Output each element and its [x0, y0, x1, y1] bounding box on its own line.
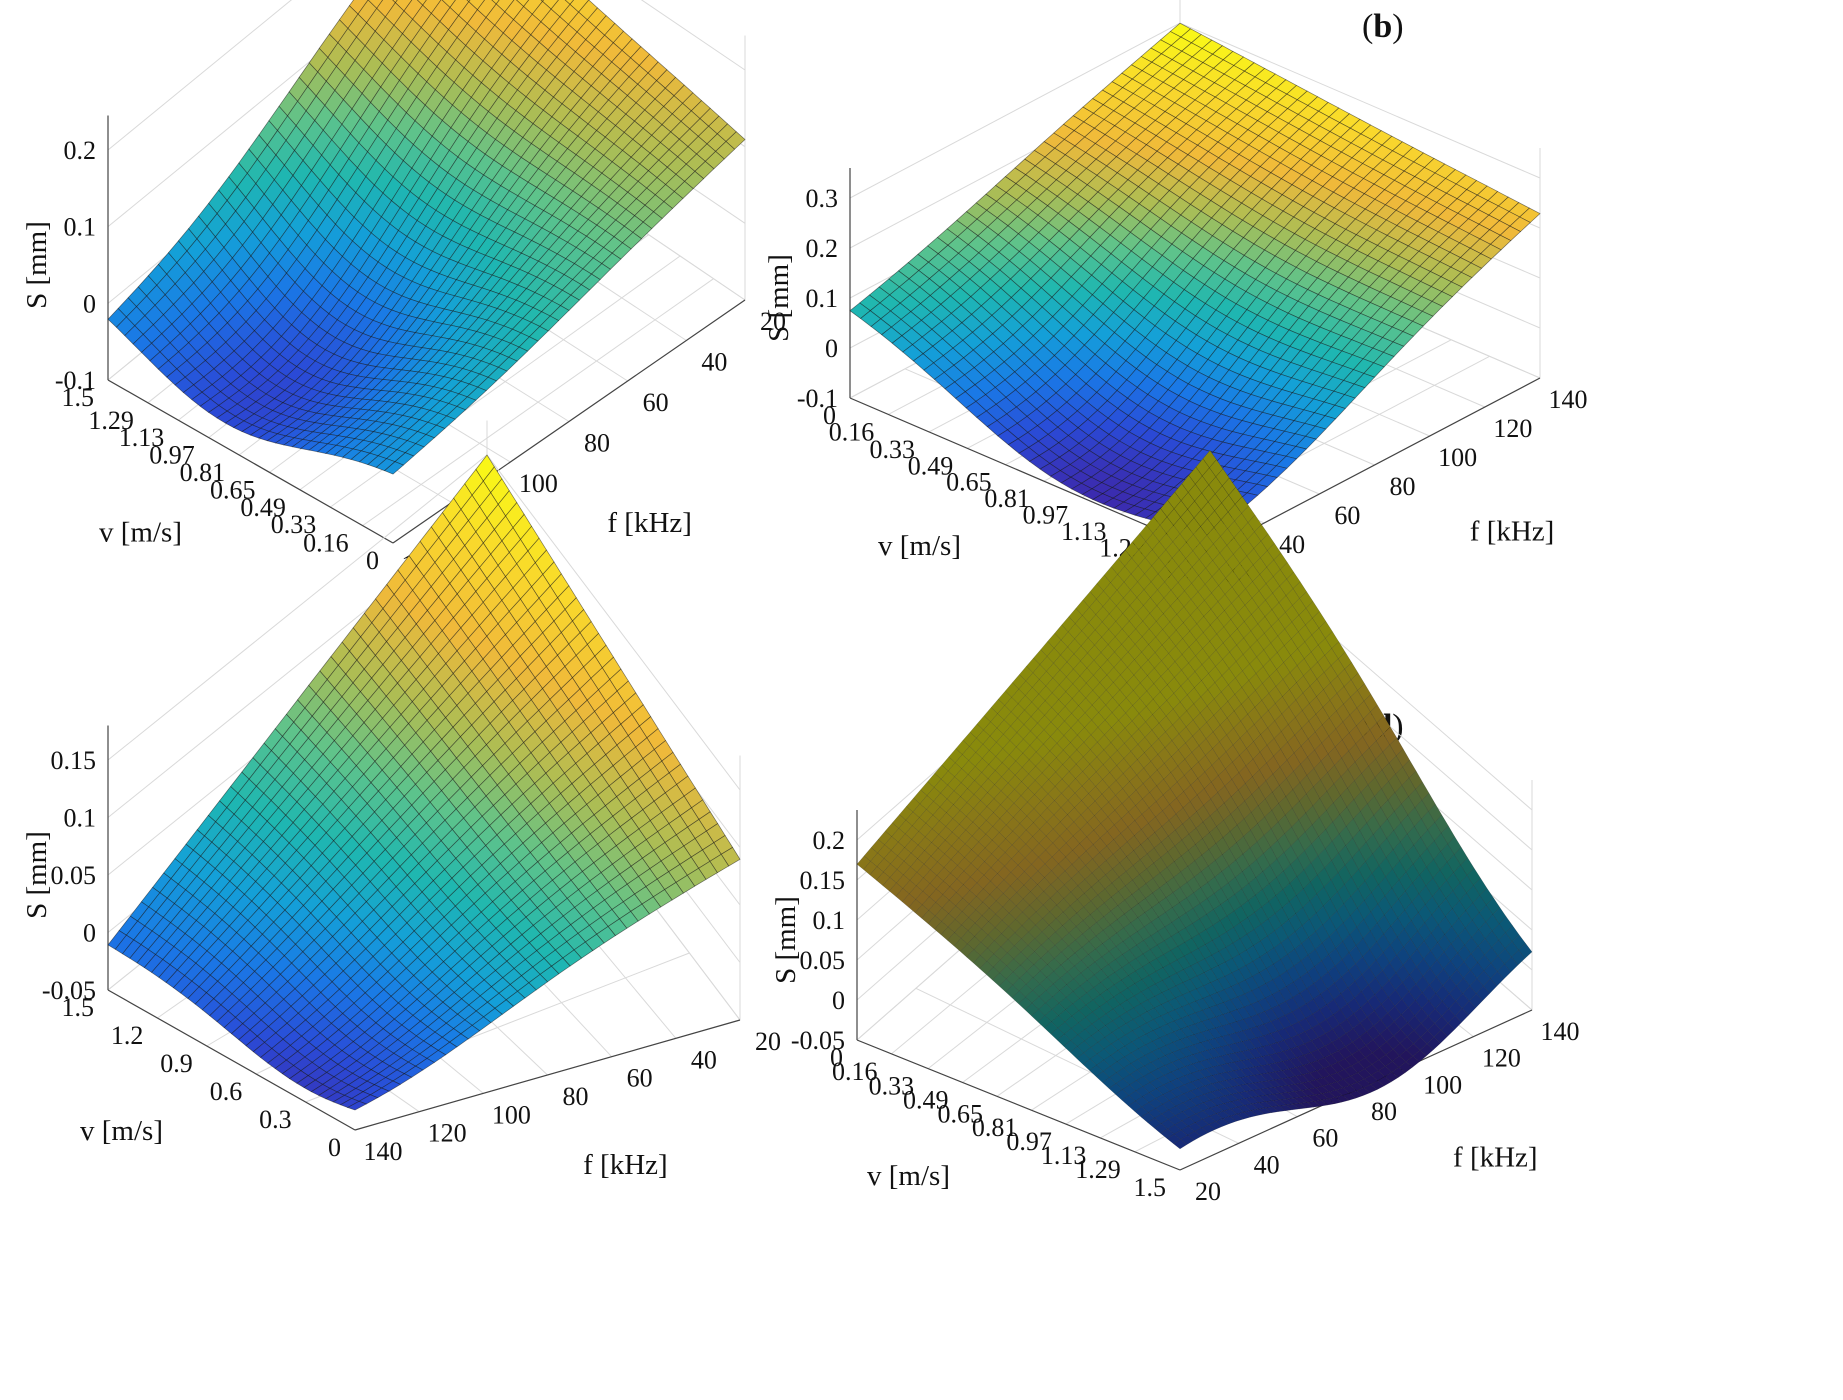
v-axis-label: v [m/s] [878, 530, 961, 562]
axis-line [354, 1019, 741, 1131]
z-tick-label: -0.1 [55, 366, 96, 395]
f-axis-label: f [kHz] [607, 507, 692, 539]
f-tick-label: 100 [519, 469, 558, 498]
surface [107, 0, 746, 475]
z-tick-label: 0.2 [806, 234, 839, 263]
z-tick-label: 0.05 [51, 861, 97, 890]
gridline [107, 0, 746, 151]
f-tick-label: 40 [701, 348, 727, 377]
z-axis-label: S [mm] [763, 254, 795, 342]
surface-plot-a: -0.100.10.22040608010012014000.160.330.4… [21, 0, 786, 579]
z-axis-label: S [mm] [21, 221, 53, 309]
surface-plot-b: -0.100.10.20.32040608010012014000.160.33… [763, 0, 1588, 588]
f-tick-label: 60 [643, 388, 669, 417]
axis-labels: S [mm] f [kHz] v [m/s] [763, 254, 1554, 562]
v-tick-label: 1.29 [88, 406, 134, 435]
v-tick-label: 0.81 [180, 458, 226, 487]
z-tick-label: 0.15 [51, 746, 97, 775]
f-tick-label: 80 [563, 1082, 589, 1111]
v-tick-label: 0.49 [240, 493, 286, 522]
surface-plot-d: -0.0500.050.10.150.22040608010012014000.… [770, 450, 1580, 1206]
panel-b: (b) -0.100.10.20.32040608010012014000.16… [763, 0, 1842, 700]
f-tick-label: 120 [428, 1119, 467, 1148]
f-tick-label: 60 [1334, 501, 1360, 530]
z-tick-label: 0.1 [64, 804, 97, 833]
axis-labels: S [mm] f [kHz] v [m/s] [21, 831, 668, 1181]
v-tick-label: 0.65 [210, 475, 256, 504]
v-tick-label: 0.81 [984, 484, 1030, 513]
z-axis-label: S [mm] [21, 831, 53, 919]
tick-labels: -0.05 0 0.05 0.1 0.15 20 40 60 80 100 120 140 0 0.3 0.… [42, 746, 781, 1166]
v-tick-label: 0.16 [829, 417, 875, 446]
surface [849, 22, 1541, 536]
v-tick-label: 1.5 [62, 993, 95, 1022]
f-tick-label: 40 [691, 1045, 717, 1074]
f-tick-label: 140 [1549, 385, 1588, 414]
v-tick-label: 0.6 [210, 1077, 243, 1106]
axis-line [1208, 377, 1541, 553]
panel-label-b: (b) [1362, 8, 1404, 45]
f-axis-label: f [kHz] [583, 1149, 668, 1181]
z-tick-label: 0.2 [64, 136, 97, 165]
f-tick-label: 40 [1279, 530, 1305, 559]
v-tick-label: 0.9 [160, 1049, 193, 1078]
v-tick-label: 1.2 [111, 1021, 144, 1050]
f-tick-label: 120 [1493, 414, 1532, 443]
panel-d: (d) -0.0500.050.10.150.22040608010012014… [770, 450, 1842, 1400]
z-tick-label: 0.1 [806, 284, 839, 313]
f-tick-label: 20 [760, 307, 786, 336]
axis-line [856, 1039, 1181, 1171]
axis-labels: S [mm] f [kHz] v [m/s] [21, 221, 692, 548]
v-tick-label: 0 [366, 546, 379, 575]
z-tick-label: 0.1 [64, 213, 97, 242]
v-axis-label: v [m/s] [99, 517, 182, 549]
v-axis-label: v [m/s] [80, 1115, 163, 1147]
f-tick-label: 100 [492, 1100, 531, 1129]
surface [107, 454, 741, 1111]
v-tick-label: 0 [328, 1133, 341, 1162]
f-tick-label: 100 [1438, 443, 1477, 472]
v-tick-label: 0.49 [908, 451, 954, 480]
v-tick-label: 0.33 [271, 510, 317, 539]
axis-line [107, 379, 394, 544]
f-tick-label: 60 [627, 1064, 653, 1093]
v-tick-label: 1.5 [62, 383, 95, 412]
v-tick-label: 0 [823, 401, 836, 430]
z-tick-label: -0.1 [797, 384, 838, 413]
f-tick-label: 20 [755, 1027, 781, 1056]
f-tick-label: 80 [584, 429, 610, 458]
f-tick-label: 80 [1390, 472, 1416, 501]
panel-c: (c) -0.0500.050.10.152040608010012014000… [0, 420, 920, 1400]
v-tick-label: 0.97 [149, 441, 195, 470]
v-tick-label: 1.13 [1061, 517, 1107, 546]
surface-plot-c: -0.05 0 0.05 0.1 0.15 20 40 60 80 100 120 140 0 0.3 0.… [21, 420, 781, 1181]
v-tick-label: 0.65 [946, 468, 992, 497]
gridline [362, 278, 714, 527]
f-tick-label: 140 [364, 1137, 403, 1166]
f-axis-label: f [kHz] [1470, 516, 1555, 548]
z-tick-label: 0.3 [806, 184, 839, 213]
v-tick-label: 0.3 [259, 1105, 292, 1134]
surface-cell [383, 461, 405, 475]
axis-line [107, 989, 356, 1131]
v-tick-label: 0.16 [303, 529, 349, 558]
v-tick-label: 1.13 [119, 423, 165, 452]
surface-cell [346, 1100, 368, 1111]
z-tick-label: -0.05 [42, 976, 96, 1005]
z-tick-label: 0 [825, 334, 838, 363]
panel-a: (a) -0.100.10.22040608010012014000.160.3… [0, 0, 920, 700]
z-tick-label: 0 [83, 919, 96, 948]
surface [856, 450, 1533, 1150]
v-tick-label: 0.97 [1023, 501, 1069, 530]
surface-cell [491, 0, 500, 5]
v-tick-label: 0.33 [869, 435, 915, 464]
z-tick-label: 0 [83, 289, 96, 318]
